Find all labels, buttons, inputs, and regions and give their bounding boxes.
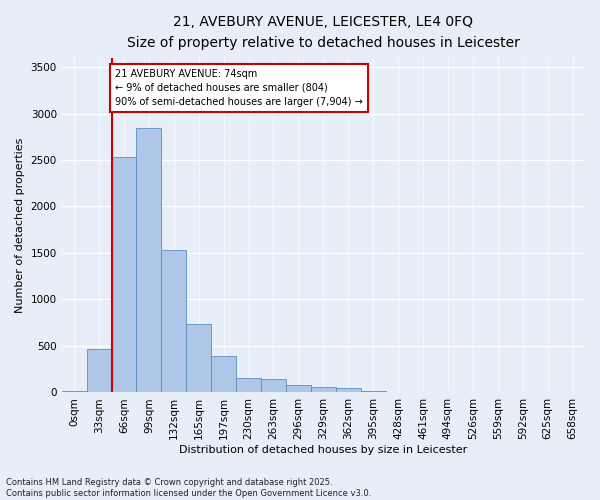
Bar	[112, 157, 136, 392]
Title: 21, AVEBURY AVENUE, LEICESTER, LE4 0FQ
Size of property relative to detached hou: 21, AVEBURY AVENUE, LEICESTER, LE4 0FQ S…	[127, 15, 520, 50]
Bar	[236, 378, 261, 392]
Bar	[136, 128, 161, 392]
Y-axis label: Number of detached properties: Number of detached properties	[15, 138, 25, 313]
Bar	[286, 386, 311, 392]
Bar	[86, 349, 112, 393]
Bar	[186, 324, 211, 392]
Bar	[361, 390, 386, 392]
Bar	[161, 250, 186, 392]
Bar	[62, 390, 86, 392]
Text: 21 AVEBURY AVENUE: 74sqm
← 9% of detached houses are smaller (804)
90% of semi-d: 21 AVEBURY AVENUE: 74sqm ← 9% of detache…	[115, 69, 363, 107]
Text: Contains HM Land Registry data © Crown copyright and database right 2025.
Contai: Contains HM Land Registry data © Crown c…	[6, 478, 371, 498]
Bar	[261, 378, 286, 392]
Bar	[211, 356, 236, 393]
Bar	[311, 388, 336, 392]
X-axis label: Distribution of detached houses by size in Leicester: Distribution of detached houses by size …	[179, 445, 467, 455]
Bar	[336, 388, 361, 392]
